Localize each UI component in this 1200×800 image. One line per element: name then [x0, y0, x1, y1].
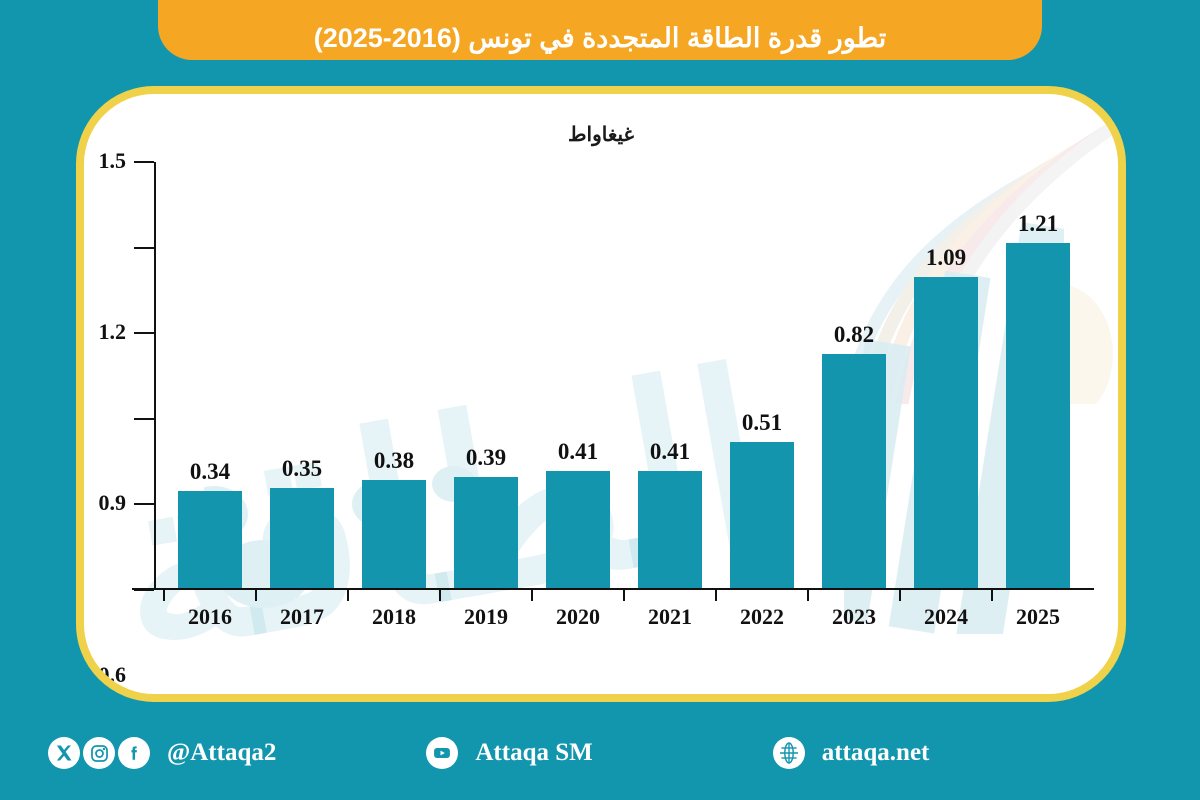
x-axis-slot: 2025	[991, 590, 1084, 636]
title-banner: تطور قدرة الطاقة المتجددة في تونس (2016-…	[158, 0, 1042, 60]
bar-value-label: 0.41	[649, 439, 691, 465]
y-axis-tick: 0.3	[134, 503, 154, 506]
bar[interactable]	[730, 442, 794, 588]
page-title: تطور قدرة الطاقة المتجددة في تونس (2016-…	[313, 23, 887, 53]
x-axis-tick	[531, 590, 533, 601]
x-axis-slot: 2021	[623, 590, 716, 636]
bar-value-label: 1.09	[925, 245, 967, 270]
x-axis-slot: 2023	[807, 590, 900, 636]
y-axis-tick-label: 1.5	[98, 148, 127, 173]
y-axis-tick: 0.6	[99, 417, 154, 687]
bar-value-label: 0.82	[833, 322, 875, 348]
instagram-icon[interactable]	[83, 737, 115, 769]
x-icon[interactable]	[48, 737, 80, 769]
youtube-group: Attaqa SM	[426, 737, 593, 769]
y-axis-tick-label: 0.9	[98, 490, 127, 516]
youtube-icon[interactable]	[426, 737, 459, 769]
social-icon-row	[48, 737, 150, 769]
x-axis-tick-label: 2018	[372, 604, 416, 629]
bar[interactable]	[822, 354, 886, 588]
x-axis-tick	[623, 590, 625, 601]
x-axis-tick-label: 2024	[924, 604, 968, 629]
bar-slot: 1.09	[900, 162, 992, 588]
bar[interactable]	[178, 491, 242, 588]
x-axis-tick	[991, 590, 993, 601]
x-axis-tick-label: 2025	[1016, 604, 1060, 629]
bar[interactable]	[454, 476, 518, 588]
bar[interactable]	[1006, 242, 1070, 588]
y-axis-tick: 0.9	[99, 332, 154, 515]
bar-value-label: 0.39	[465, 444, 507, 470]
y-axis-tick: 1.5	[99, 148, 154, 173]
x-axis-slot: 2019	[439, 590, 532, 636]
bar-slot: 0.35	[256, 162, 348, 588]
x-axis-slot: 2022	[715, 590, 808, 636]
x-axis: 2016 2017 2018 2019 2020 2021 2022 2023 2024 2025	[154, 590, 1094, 636]
x-axis-tick	[899, 590, 901, 601]
x-axis-tick	[255, 590, 257, 601]
bar-slot: 0.82	[808, 162, 900, 588]
y-axis-tick: 0.0	[134, 589, 154, 591]
x-axis-tick-label: 2020	[556, 604, 600, 629]
x-axis-tick-label: 2019	[464, 604, 508, 629]
globe-icon[interactable]	[772, 737, 805, 769]
y-axis-line	[154, 162, 156, 590]
bar-value-label: 0.41	[557, 439, 599, 465]
x-axis-slot: 2016	[163, 590, 256, 636]
bar-value-label: 1.21	[1017, 210, 1059, 236]
chart-card: الطاقة غيغاواط 0.00.30.60.91.21.5	[76, 86, 1126, 702]
x-axis-tick-label: 2022	[740, 604, 784, 629]
y-axis-tick-label: 0.6	[98, 661, 127, 687]
bar-slot: 0.41	[624, 162, 716, 588]
x-axis-tick-label: 2017	[280, 604, 324, 629]
x-axis-slot: 2024	[899, 590, 992, 636]
bar[interactable]	[546, 471, 610, 588]
website-label[interactable]: attaqa.net	[821, 739, 930, 766]
y-axis-tick: 1.2	[99, 246, 154, 344]
bar[interactable]	[638, 471, 702, 588]
x-axis-tick	[439, 590, 441, 601]
x-axis-line	[132, 588, 1094, 590]
social-handles-group: @Attaqa2	[48, 737, 276, 769]
bar-slot: 0.39	[440, 162, 532, 588]
x-axis-tick	[347, 590, 349, 601]
x-axis-tick	[163, 590, 165, 601]
bar-slot: 1.21	[992, 162, 1084, 588]
x-axis-slot: 2020	[531, 590, 624, 636]
x-axis-tick	[807, 590, 809, 601]
x-axis-slot: 2018	[347, 590, 440, 636]
bar-value-label: 0.35	[281, 456, 323, 482]
y-axis-tick-label: 1.2	[98, 319, 127, 345]
bar-slot: 0.38	[348, 162, 440, 588]
x-axis-tick-label: 2021	[648, 604, 692, 629]
bar-slot: 0.34	[164, 162, 256, 588]
x-axis-tick-label: 2023	[832, 604, 876, 629]
website-group: attaqa.net	[772, 737, 930, 769]
youtube-label[interactable]: Attaqa SM	[475, 739, 593, 766]
bar[interactable]	[914, 277, 978, 588]
bar-slot: 0.51	[716, 162, 808, 588]
x-axis-slot: 2017	[255, 590, 348, 636]
x-axis-tick	[715, 590, 717, 601]
bar-value-label: 0.34	[189, 459, 231, 484]
bar-value-label: 0.51	[741, 410, 783, 436]
facebook-icon[interactable]	[118, 737, 150, 769]
bar-series: 0.34 0.35 0.38 0.39 0.41 0.41 0.51 0.82 1.09 1.21	[154, 162, 1094, 588]
x-axis-tick-label: 2016	[188, 604, 232, 629]
y-axis-unit-label: غيغاواط	[568, 124, 634, 146]
social-handle-label[interactable]: @Attaqa2	[167, 739, 277, 766]
bar-value-label: 0.38	[373, 447, 415, 473]
bar[interactable]	[362, 479, 426, 588]
plot-area: 0.00.30.60.91.21.5 0.340.350.380.390.410…	[99, 148, 1094, 687]
bar-slot: 0.41	[532, 162, 624, 588]
social-footer-bar: @Attaqa2 Attaqa SM at	[0, 706, 1200, 800]
bar[interactable]	[270, 488, 334, 588]
